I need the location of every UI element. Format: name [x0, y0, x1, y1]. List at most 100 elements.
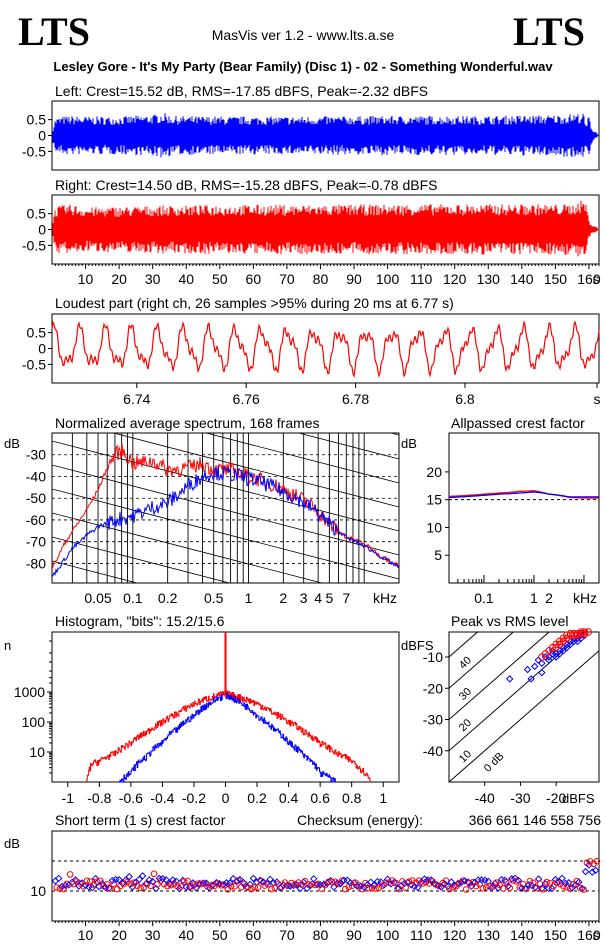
ytick-label: -30 [26, 447, 46, 463]
stc-point-right [576, 884, 584, 892]
spectrum-ylabel: dB [4, 436, 20, 451]
xtick-label: 0.2 [158, 590, 178, 606]
ytick-label: -10 [423, 649, 443, 665]
xtick-label: 0.2 [247, 790, 267, 806]
loudest-part-plot [51, 319, 600, 379]
stc-point-left [457, 878, 466, 887]
stc-point-right [248, 885, 255, 893]
stc-point-left [162, 875, 170, 884]
checksum-label: Checksum (energy): [297, 812, 423, 828]
stc-point-left [487, 884, 496, 892]
ytick-label: 0.5 [27, 325, 47, 341]
xtick-label: 150 [544, 927, 568, 943]
xtick-label: 120 [443, 271, 467, 287]
pvr-point-left [538, 668, 546, 677]
stc-point-right [462, 886, 470, 893]
ytick-label: -70 [26, 534, 46, 550]
stc-point-left [330, 883, 338, 891]
stc-point-right [499, 885, 507, 892]
xtick-label: 0.8 [342, 790, 362, 806]
ytick-label: 0 [38, 341, 46, 357]
xtick-label: 70 [279, 927, 295, 943]
ytick-label: 0.5 [27, 206, 47, 222]
pvr-point-right [584, 628, 592, 636]
stc-point-right [328, 878, 336, 886]
stc-point-right [459, 877, 467, 884]
xtick-label: 10 [78, 271, 94, 287]
stc-point-left [484, 877, 492, 886]
stc-point-left [175, 884, 184, 893]
stc-point-left [336, 879, 345, 888]
xtick-label: -30 [510, 790, 530, 806]
ytick-label: -0.5 [22, 237, 46, 253]
pvr-point-right [566, 629, 575, 638]
xtick-label: s [594, 391, 601, 407]
ytick-label: 20 [426, 464, 442, 480]
xtick-label: 70 [279, 271, 295, 287]
stc-point-right [469, 878, 477, 886]
stc-point-left [289, 881, 298, 890]
xtick-label: s [593, 271, 600, 287]
xtick-label: -1 [62, 790, 75, 806]
stc-point-right [150, 870, 158, 878]
stc-point-left [561, 879, 570, 888]
stc-point-left [135, 875, 143, 884]
stc-point-right [254, 884, 262, 891]
stc-point-right [264, 880, 272, 888]
pvr-crest-line [449, 632, 479, 658]
allpassed-crest-frame [448, 432, 600, 584]
pvr-crest-line [449, 650, 599, 782]
stc-point-left [588, 868, 596, 876]
left-waveform-yticks: 0.50-0.5 [22, 112, 52, 159]
xtick-label: 40 [178, 271, 194, 287]
ytick-label: 0 [38, 222, 46, 238]
pvr-point-left [527, 675, 535, 683]
stc-point-right [573, 877, 581, 885]
stc-point-right [341, 885, 349, 893]
stc-point-left [511, 874, 519, 883]
spectrum-slope-line [52, 536, 231, 583]
stc-point-right [251, 884, 258, 891]
xtick-label: 80 [313, 271, 329, 287]
xtick-label: 4 [314, 590, 322, 606]
stc-point-right [133, 882, 141, 890]
xtick-label: 140 [510, 271, 534, 287]
stc-point-right [446, 885, 453, 893]
stc-point-right [392, 879, 399, 887]
loudest-part-line [51, 319, 600, 379]
stc-point-right [529, 879, 537, 887]
stc-point-right [506, 884, 514, 892]
xtick-label: 90 [346, 271, 362, 287]
panel-histogram: Histogram, "bits": 15.2/15.6 n 100010010… [4, 613, 400, 806]
xtick-label: -40 [475, 790, 495, 806]
xtick-label: 1 [245, 590, 253, 606]
stc-point-right [365, 884, 373, 892]
stc-point-left [474, 876, 482, 884]
xtick-label: 0.5 [204, 590, 224, 606]
loudest-part-ticks: 0.50-0.5 6.74 6.76 6.78 6.8 s [22, 325, 601, 407]
stc-point-left [581, 867, 590, 876]
stc-point-left [444, 882, 452, 891]
spectrum-grid [52, 433, 399, 583]
logo-left: LTS [18, 9, 90, 54]
stc-point-left [148, 877, 157, 886]
stc-point-left [548, 884, 556, 893]
xtick-label: 20 [111, 927, 127, 943]
stc-point-right [405, 878, 413, 885]
xtick-label: 0.4 [279, 790, 299, 806]
stc-point-right [593, 857, 601, 865]
stc-point-right [493, 879, 500, 886]
xtick-label: 160 [577, 927, 601, 943]
ytick-label: -60 [26, 512, 46, 528]
stc-point-right [137, 884, 144, 892]
spectrum-slope-line [112, 433, 399, 508]
stc-point-right [93, 878, 101, 885]
stc-point-right [231, 883, 238, 890]
ytick-label: 0 [38, 128, 46, 144]
spectrum-slope-line [52, 560, 139, 583]
pvr-point-right [570, 629, 578, 638]
stc-point-right [184, 877, 191, 885]
stc-point-left [370, 881, 378, 890]
pvr-point-left [538, 659, 546, 667]
